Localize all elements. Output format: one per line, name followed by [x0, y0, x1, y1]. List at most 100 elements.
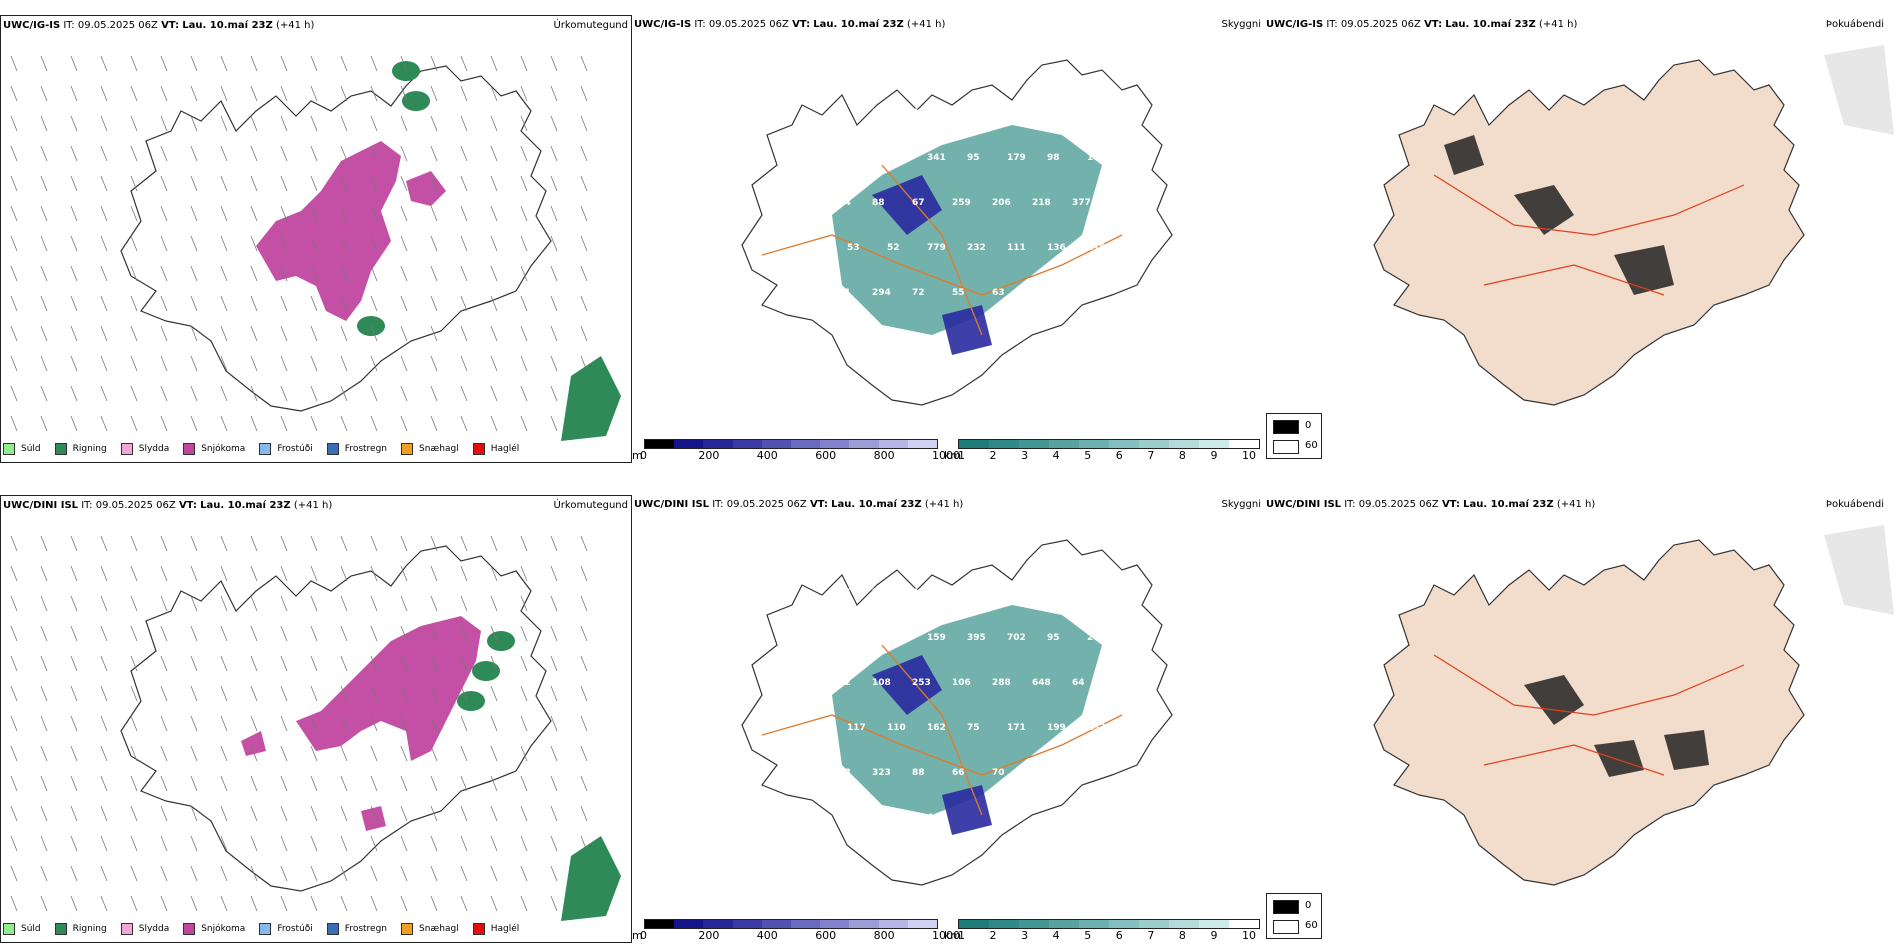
wind-barb [160, 145, 168, 162]
wind-barb [40, 805, 48, 822]
precip-map [10, 535, 621, 921]
wind-barb [10, 85, 18, 102]
wind-barb [460, 205, 468, 222]
wind-barb [430, 865, 438, 882]
wind-barb [220, 535, 228, 552]
wind-barb [460, 535, 468, 552]
wind-barb [370, 625, 378, 642]
wind-barb [430, 535, 438, 552]
legend-swatch [54, 923, 67, 935]
wind-barb [70, 625, 78, 642]
vis-colorbar-tick: 4 [1052, 449, 1060, 462]
visibility-label: 88 [872, 198, 885, 208]
wind-barb [280, 535, 288, 552]
visibility-label: 171 [1007, 723, 1026, 733]
wind-barb [520, 565, 528, 582]
wind-barb [430, 775, 438, 792]
wind-barb [580, 715, 588, 732]
snow-area [406, 171, 446, 206]
wind-barb [430, 595, 438, 612]
wind-barb [550, 595, 558, 612]
wind-barb [130, 715, 138, 732]
legend-label: Frostregn [344, 444, 388, 454]
wind-barb [220, 775, 228, 792]
wind-barb [400, 595, 408, 612]
legend-item-súld: Súld [3, 443, 41, 455]
legend-swatch [120, 443, 133, 455]
wind-barb [340, 775, 348, 792]
wind-barb [190, 265, 198, 282]
wind-barb [130, 625, 138, 642]
wind-barb [370, 265, 378, 282]
visibility-label: 351 [832, 288, 851, 298]
wind-barb [310, 145, 318, 162]
wind-barb [490, 295, 498, 312]
wind-barb [100, 685, 108, 702]
wind-barb [580, 325, 588, 342]
wind-barb [310, 385, 318, 402]
wind-barb [580, 265, 588, 282]
fog-legend-swatch-60 [1273, 440, 1299, 454]
snow-area [361, 806, 386, 831]
wind-barb [130, 115, 138, 132]
rain-area [457, 691, 485, 711]
legend-swatch [472, 923, 485, 935]
wind-barb [550, 385, 558, 402]
wind-barb [370, 55, 378, 72]
cloud-colorbar-tick: 0 [640, 449, 647, 462]
wind-barb [100, 865, 108, 882]
precip-type-legend: Súld Rigning Slydda Snjókoma Frostúði Frostre… [3, 440, 533, 458]
legend-item-snæhagl: Snæhagl [401, 443, 459, 455]
wind-barb [10, 235, 18, 252]
wind-barb [490, 565, 498, 582]
wind-barb [430, 385, 438, 402]
vis-colorbar-tick: 3 [1021, 449, 1029, 462]
fog-panel-row2: UWC/DINI ISL IT: 09.05.2025 06Z VT: Lau.… [1264, 495, 1900, 943]
wind-barb [340, 355, 348, 372]
wind-barb [220, 235, 228, 252]
wind-barb [490, 85, 498, 102]
wind-barb [10, 685, 18, 702]
low-cloud-base-area [942, 305, 992, 355]
wind-barb [40, 385, 48, 402]
wind-barb [430, 835, 438, 852]
wind-barb [100, 325, 108, 342]
legend-swatch [326, 443, 339, 455]
wind-barb [160, 235, 168, 252]
wind-barb [310, 415, 318, 432]
wind-barb [400, 265, 408, 282]
wind-barb [400, 145, 408, 162]
wind-barb [160, 205, 168, 222]
wind-barb [460, 175, 468, 192]
fog-dense-area [1524, 675, 1584, 725]
wind-barb [40, 325, 48, 342]
wind-barb [250, 895, 258, 912]
wind-barb [100, 145, 108, 162]
legend-swatch [401, 443, 414, 455]
wind-barb [130, 175, 138, 192]
wind-barb [430, 895, 438, 912]
wind-barb [100, 655, 108, 672]
visibility-label: 73 [887, 813, 900, 823]
wind-barb [580, 655, 588, 672]
legend-swatch [120, 923, 133, 935]
wind-barb [580, 235, 588, 252]
visibility-label: 404 [887, 633, 906, 643]
wind-barb [580, 175, 588, 192]
wind-barb [520, 625, 528, 642]
wind-barb [400, 805, 408, 822]
wind-barb [520, 865, 528, 882]
cloud-colorbar-strip [644, 919, 938, 929]
wind-barb [430, 415, 438, 432]
wind-barb [130, 295, 138, 312]
wind-barb [10, 175, 18, 192]
wind-barb [10, 655, 18, 672]
visibility-label: 341 [927, 153, 946, 163]
wind-barb [370, 775, 378, 792]
wind-barb [490, 55, 498, 72]
wind-barb [580, 205, 588, 222]
wind-barb [220, 895, 228, 912]
vis-colorbar-tick: 1 [958, 449, 965, 462]
wind-barb [250, 265, 258, 282]
wind-barb [490, 115, 498, 132]
